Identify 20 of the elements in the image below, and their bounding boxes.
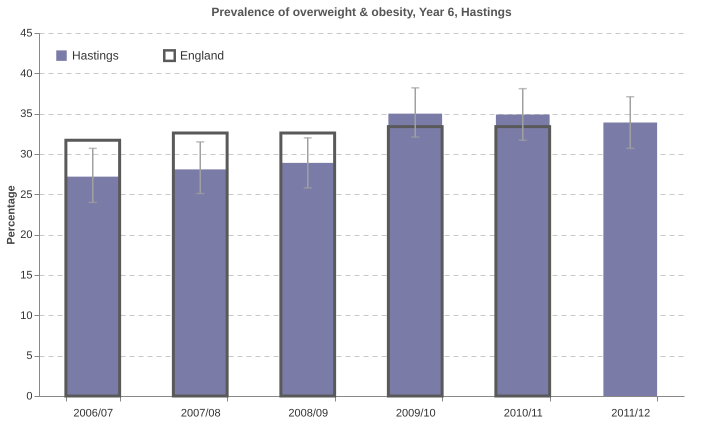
- y-tick-label: 5: [26, 350, 32, 362]
- x-tick-label: 2008/09: [288, 408, 328, 420]
- y-tick-label: 35: [20, 108, 32, 120]
- x-tick-label: 2007/08: [180, 408, 221, 420]
- y-tick-label: 20: [20, 229, 32, 242]
- legend-label: Hastings: [72, 48, 119, 63]
- y-tick-label: 30: [20, 148, 32, 160]
- y-tick-label: 0: [26, 390, 32, 402]
- x-tick-label: 2009/10: [396, 408, 436, 420]
- y-tick-label: 40: [20, 68, 32, 80]
- y-tick-label: 25: [20, 188, 32, 201]
- y-tick-label: 45: [20, 28, 32, 40]
- y-axis-title: Percentage: [5, 185, 18, 245]
- legend-label: England: [180, 48, 224, 63]
- x-tick-label: 2011/12: [611, 408, 650, 420]
- y-tick-label: 10: [20, 310, 32, 322]
- x-tick-label: 2010/11: [504, 408, 543, 420]
- x-tick-label: 2006/07: [73, 408, 114, 420]
- y-tick-label: 15: [20, 270, 32, 282]
- chart-title: Prevalence of overweight & obesity, Year 6, Hastings: [211, 5, 512, 19]
